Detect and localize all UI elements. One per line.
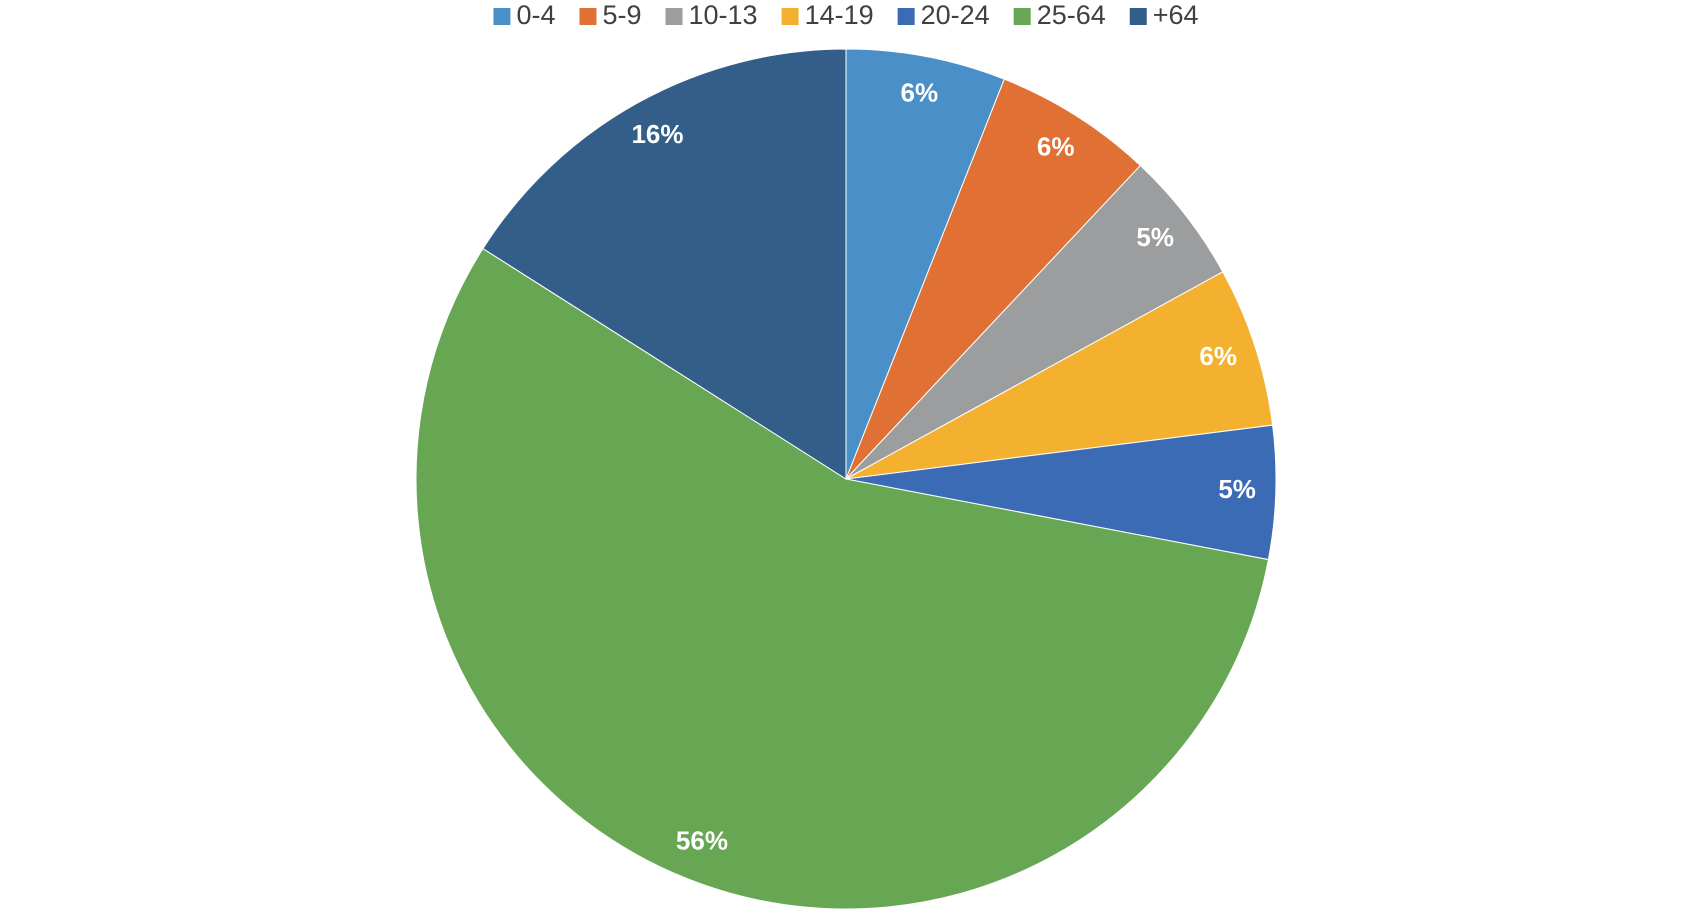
legend-item: 14-19 — [781, 0, 874, 30]
pie-slice — [415, 247, 1269, 910]
slice-label: 6% — [1199, 341, 1237, 371]
legend-marker — [493, 8, 511, 25]
legend: 0-4 5-9 10-13 14-19 20-24 25-64 +64 — [493, 0, 1199, 30]
legend-marker — [1129, 8, 1147, 25]
legend-item: 5-9 — [579, 0, 642, 30]
slice-label: 16% — [631, 119, 683, 149]
slice-label: 5% — [1218, 474, 1256, 504]
legend-label: 20-24 — [921, 0, 990, 30]
slice-label: 6% — [1037, 131, 1075, 161]
pie-slice — [482, 48, 847, 480]
legend-label: 0-4 — [516, 0, 555, 30]
legend-item: 10-13 — [665, 0, 758, 30]
pie-slice — [845, 78, 1142, 480]
legend-marker — [1013, 8, 1031, 25]
legend-item: 20-24 — [897, 0, 990, 30]
legend-label: 5-9 — [602, 0, 641, 30]
legend-item: +64 — [1129, 0, 1199, 30]
legend-marker — [897, 8, 915, 25]
legend-label: 10-13 — [689, 0, 758, 30]
pie-slice — [845, 271, 1274, 480]
legend-item: 25-64 — [1013, 0, 1106, 30]
legend-label: 14-19 — [805, 0, 874, 30]
legend-item: 0-4 — [493, 0, 555, 30]
legend-label: +64 — [1153, 0, 1199, 30]
legend-marker — [579, 8, 597, 25]
slice-label: 5% — [1136, 222, 1174, 252]
slice-label: 56% — [676, 826, 728, 856]
slice-label: 6% — [901, 78, 939, 108]
legend-label: 25-64 — [1037, 0, 1106, 30]
legend-marker — [781, 8, 799, 25]
legend-marker — [665, 8, 683, 25]
pie-slice — [845, 48, 1005, 480]
